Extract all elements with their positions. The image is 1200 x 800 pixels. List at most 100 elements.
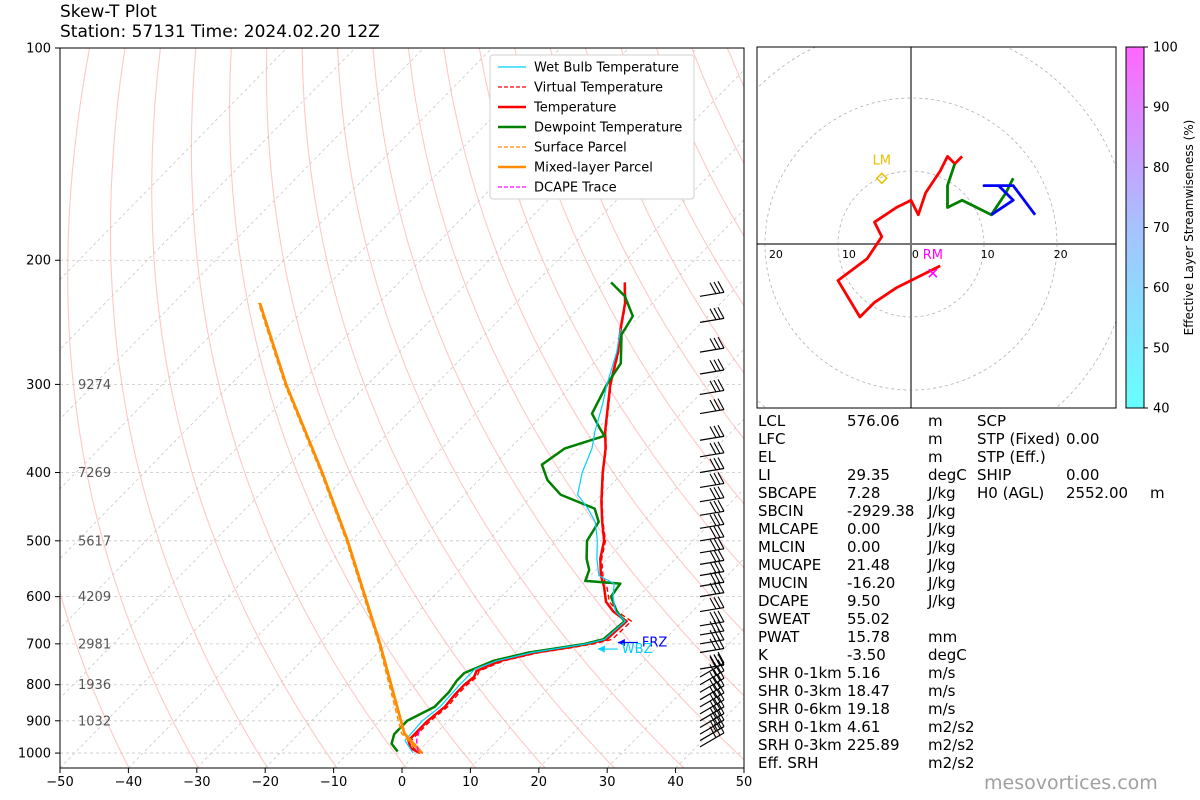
isotherm (196, 209, 744, 768)
param-name: MUCIN (758, 574, 809, 592)
wind-barb-flag (709, 338, 717, 350)
param-unit: m/s (928, 682, 956, 700)
wind-barb-flag (709, 442, 717, 455)
wind-barb-flag (709, 360, 717, 372)
x-tick-label: −20 (251, 775, 278, 790)
height-label: 5617 (78, 534, 111, 549)
wind-barb (699, 281, 725, 297)
wind-barb (699, 708, 725, 735)
wind-barb-flag (717, 695, 725, 708)
wind-barb-flag (713, 691, 721, 703)
wind-barb-staff (699, 523, 725, 529)
x-tick-label: 0 (398, 775, 406, 790)
wind-barb-flag (713, 472, 721, 485)
dry-adiabat (549, 48, 744, 440)
wind-barb-flag (713, 669, 721, 681)
hodo-tick-label: 0 (912, 248, 919, 261)
wind-barb-flag (713, 538, 721, 550)
dry-adiabat (265, 48, 546, 768)
wind-barb-flag (713, 442, 721, 454)
watermark: mesovortices.com (984, 772, 1158, 794)
param-name: SRH 0-3km (758, 736, 842, 754)
wind-barb-flag (717, 596, 725, 608)
colorbar-tick-label: 90 (1153, 101, 1170, 116)
wind-barb-staff (699, 592, 725, 598)
wind-barb (699, 358, 725, 375)
isotherm (606, 627, 744, 768)
wind-barb (699, 702, 725, 729)
wind-barb-flag (709, 473, 717, 486)
wind-barb-staff (699, 291, 725, 297)
wind-barb (699, 336, 725, 353)
series-mixed-layer-parcel (258, 302, 424, 755)
wind-barb (699, 513, 725, 529)
wind-barb-flag (709, 458, 717, 471)
param-value: -3.50 (847, 646, 886, 664)
wind-barb (699, 695, 725, 722)
wind-barb-flag (713, 661, 721, 674)
wind-barb-flag (709, 487, 717, 500)
isotherm (60, 48, 288, 281)
wind-barb (699, 667, 725, 693)
legend-label: Mixed-layer Parcel (534, 161, 653, 176)
param-name: SHR 0-3km (758, 682, 842, 700)
param-name: Eff. SRH (758, 754, 819, 772)
x-tick-label: 10 (462, 775, 479, 790)
colorbar-tick-label: 80 (1153, 161, 1170, 176)
param-value: 4.61 (847, 718, 881, 736)
hodo-segment (946, 163, 1015, 217)
hodo-tick-label: 10 (842, 248, 856, 261)
wind-barb-flag (713, 425, 721, 438)
wind-barb-flag (717, 688, 725, 701)
dry-adiabat (190, 48, 407, 768)
wind-barb-staff (699, 497, 725, 503)
dry-adiabat (109, 48, 269, 768)
wind-barb-flag (717, 667, 725, 679)
param-unit: m (928, 448, 943, 466)
wind-barb-staff (699, 347, 725, 353)
wind-barb-staff (699, 435, 725, 441)
hodo-tick-label: 20 (1054, 248, 1068, 261)
wind-barb-flag (713, 711, 721, 723)
wind-barb-flag (709, 720, 717, 732)
y-tick-label: 800 (26, 678, 51, 693)
legend-label: Surface Parcel (534, 141, 627, 156)
wind-barb-flag (709, 664, 717, 676)
wind-barb-flag (717, 500, 725, 512)
wind-barb (699, 398, 725, 415)
param-value: 576.06 (847, 412, 900, 430)
wind-barb-flag (713, 337, 721, 350)
y-tick-label: 200 (26, 254, 51, 269)
wind-barb-flag (713, 697, 721, 710)
param-name: SHR 0-6km (758, 700, 842, 718)
wind-barb-flag (717, 560, 725, 572)
wind-barb-flag (717, 581, 725, 593)
hodo-marker-label: LM (873, 153, 891, 168)
isotherm (333, 348, 744, 768)
legend-label: DCAPE Trace (534, 181, 617, 196)
wind-barb-staff (699, 408, 725, 415)
wind-barb-flag (717, 637, 725, 649)
param-name: DCAPE (758, 592, 809, 610)
wind-barb-flag (713, 654, 721, 666)
wind-barb (699, 457, 725, 474)
y-tick-label: 400 (26, 466, 51, 481)
height-label: 2981 (78, 637, 111, 652)
wind-barb-flag (713, 597, 721, 609)
param-unit: degC (928, 466, 967, 484)
level-marker-arrowhead (597, 645, 605, 653)
wind-barb-flag (713, 704, 721, 717)
param-name: STP (Fixed) (977, 430, 1061, 448)
wind-barb-flag (717, 715, 725, 727)
hodograph-inner: 20 10 0 10 20 LM RM (757, 47, 1116, 408)
legend-box (489, 54, 695, 200)
legend-label: Virtual Temperature (534, 81, 663, 96)
wind-barb-flag (717, 659, 725, 671)
wind-barb-flag (709, 700, 717, 712)
param-value: 5.16 (847, 664, 881, 682)
colorbar-tick-label: 60 (1153, 281, 1170, 296)
wind-barb-flag (713, 500, 721, 513)
wind-barb-flag (709, 308, 717, 321)
wind-barb-flag (713, 684, 721, 696)
wind-barb-flag (717, 398, 725, 410)
